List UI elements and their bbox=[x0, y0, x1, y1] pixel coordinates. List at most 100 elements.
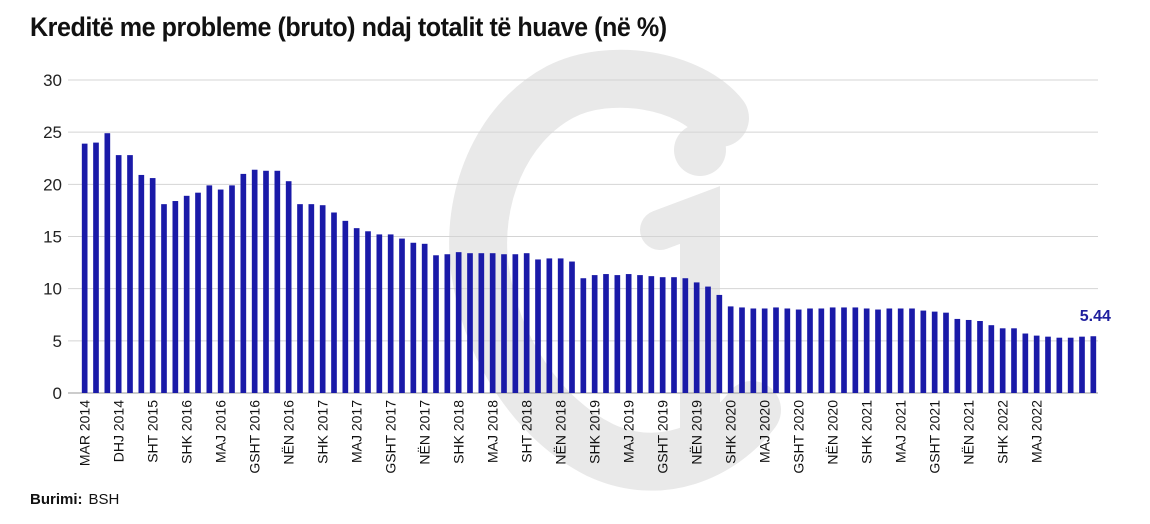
bar bbox=[421, 243, 428, 393]
y-tick-label: 20 bbox=[43, 175, 62, 194]
bar bbox=[773, 307, 779, 393]
bar bbox=[161, 204, 167, 393]
bar bbox=[693, 282, 700, 393]
x-tick-label: NËN 2017 bbox=[417, 400, 433, 465]
source-note: Burimi: BSH bbox=[30, 491, 119, 508]
bar bbox=[739, 307, 745, 393]
bar bbox=[909, 308, 915, 393]
x-tick-label: GSHT 2017 bbox=[383, 400, 399, 474]
x-tick-label: GSHT 2021 bbox=[927, 400, 943, 474]
bar bbox=[637, 275, 643, 393]
y-axis-tick-labels: 0 5 10 15 20 25 30 bbox=[43, 71, 62, 403]
y-gridlines bbox=[68, 79, 1098, 394]
x-tick-label: MAR 2014 bbox=[77, 400, 93, 466]
x-tick-label: SHK 2018 bbox=[451, 400, 467, 464]
bar bbox=[795, 309, 802, 393]
last-value-label: 5.44 bbox=[1080, 308, 1111, 325]
bar bbox=[727, 306, 734, 393]
bar bbox=[353, 228, 360, 393]
x-tick-label: MAJ 2017 bbox=[349, 400, 365, 463]
bar bbox=[365, 231, 371, 393]
bar bbox=[501, 254, 507, 393]
x-tick-label: NËN 2020 bbox=[825, 400, 841, 465]
bar bbox=[342, 220, 349, 393]
bar bbox=[263, 170, 269, 393]
bar bbox=[376, 234, 383, 393]
bar bbox=[988, 325, 995, 393]
bar bbox=[705, 286, 711, 393]
bar bbox=[331, 212, 337, 393]
bar bbox=[319, 205, 326, 393]
bar bbox=[285, 181, 292, 393]
bar bbox=[943, 312, 949, 393]
bar bbox=[523, 253, 530, 393]
bar bbox=[841, 307, 847, 393]
bar bbox=[648, 276, 655, 393]
bar bbox=[931, 311, 938, 393]
bar bbox=[682, 278, 689, 393]
x-tick-label: NËN 2021 bbox=[961, 400, 977, 465]
bar bbox=[104, 133, 111, 393]
bar bbox=[603, 274, 609, 393]
bar bbox=[1045, 336, 1051, 393]
y-tick-label: 30 bbox=[43, 71, 62, 90]
bar bbox=[115, 155, 122, 393]
x-axis-tick-labels: MAR 2014 DHJ 2014 SHT 2015 SHK 2016 MAJ 2016… bbox=[77, 400, 1045, 474]
x-tick-label: NËN 2018 bbox=[553, 400, 569, 465]
bar bbox=[172, 201, 179, 393]
bar bbox=[807, 308, 813, 393]
bar bbox=[965, 319, 972, 393]
bar bbox=[761, 308, 768, 393]
bar bbox=[535, 259, 541, 393]
x-tick-label: MAJ 2022 bbox=[1029, 400, 1045, 463]
bar bbox=[433, 255, 439, 393]
bar bbox=[467, 253, 473, 393]
bar bbox=[886, 308, 893, 393]
bar bbox=[399, 238, 405, 393]
bar bbox=[455, 252, 462, 393]
bar bbox=[852, 307, 859, 393]
x-tick-label: MAJ 2020 bbox=[757, 400, 773, 463]
x-tick-label: NËN 2016 bbox=[281, 400, 297, 465]
bar bbox=[750, 308, 757, 393]
bar bbox=[546, 258, 553, 393]
x-tick-label: GSHT 2016 bbox=[247, 400, 263, 474]
annotations: 5.44 bbox=[1080, 308, 1111, 325]
bar bbox=[625, 274, 632, 393]
bar bbox=[977, 321, 983, 393]
bar bbox=[138, 174, 145, 393]
x-tick-label: SHK 2022 bbox=[995, 400, 1011, 464]
bar bbox=[863, 308, 870, 393]
bar bbox=[569, 261, 575, 393]
bar bbox=[920, 310, 927, 393]
x-tick-label: MAJ 2018 bbox=[485, 400, 501, 463]
y-tick-label: 10 bbox=[43, 280, 62, 299]
bar bbox=[274, 170, 281, 393]
bar bbox=[387, 234, 394, 393]
bar bbox=[1011, 328, 1017, 393]
bar bbox=[229, 185, 235, 393]
bar bbox=[1022, 333, 1029, 393]
bar bbox=[410, 242, 417, 393]
bar bbox=[183, 195, 190, 393]
y-tick-label: 5 bbox=[53, 332, 62, 351]
x-tick-label: MAJ 2021 bbox=[893, 400, 909, 463]
x-tick-label: MAJ 2019 bbox=[621, 400, 637, 463]
bar bbox=[659, 277, 666, 393]
bar bbox=[195, 192, 201, 393]
bar bbox=[875, 309, 881, 393]
bar bbox=[954, 318, 961, 393]
watermark-stem bbox=[640, 186, 720, 450]
bar bbox=[999, 328, 1006, 393]
bar bbox=[93, 142, 99, 393]
x-tick-label: SHK 2017 bbox=[315, 400, 331, 464]
bar bbox=[716, 294, 723, 393]
bar bbox=[1090, 336, 1097, 393]
x-tick-label: SHK 2016 bbox=[179, 400, 195, 464]
x-tick-label: SHK 2019 bbox=[587, 400, 603, 464]
bar bbox=[897, 308, 904, 393]
bar bbox=[444, 254, 451, 393]
x-tick-label: SHK 2021 bbox=[859, 400, 875, 464]
x-tick-label: GSHT 2020 bbox=[791, 400, 807, 474]
